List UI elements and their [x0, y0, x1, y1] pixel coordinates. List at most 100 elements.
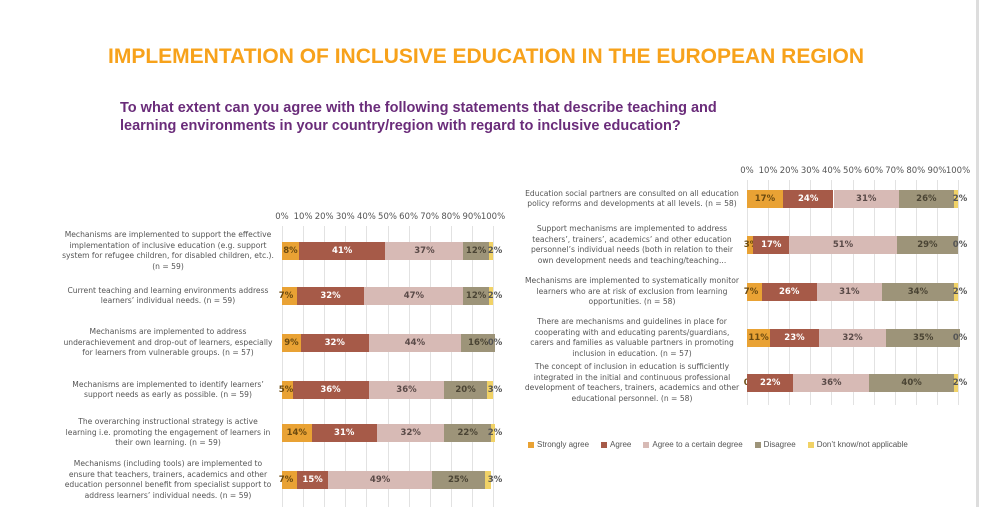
data-label: 16%: [468, 338, 489, 348]
axis-tick-label: 0%: [740, 166, 754, 176]
bar-segment-don-t-know-not-applicable: [484, 471, 491, 489]
bar-segment-agree-to-a-certain-degree: [328, 471, 432, 489]
bar-segment-disagree: [896, 236, 958, 254]
data-label: 5%: [278, 385, 294, 395]
data-label: 51%: [832, 240, 854, 250]
gridline: [408, 226, 410, 507]
category-label: Current teaching and learning environmen…: [67, 285, 269, 306]
bar-segment-strongly-agree: [747, 236, 754, 254]
category-label: Mechanisms are implemented to address un…: [63, 327, 273, 357]
gridline: [303, 226, 305, 507]
bar-segment-strongly-agree: [282, 471, 297, 489]
data-label: 32%: [400, 428, 421, 438]
bar-segment-disagree: [882, 283, 954, 301]
axis-tick-label: 40%: [821, 166, 841, 176]
bar-segment-disagree: [463, 242, 489, 260]
page-title: IMPLEMENTATION OF INCLUSIVE EDUCATION IN…: [108, 45, 865, 68]
axis-tick-label: 30%: [335, 212, 355, 222]
bar-segment-agree: [296, 471, 329, 489]
bar-segment-don-t-know-not-applicable: [953, 374, 958, 392]
bar-segment-disagree: [431, 471, 485, 489]
bar-segment-disagree: [461, 334, 496, 352]
legend-label: Agree to a certain degree: [652, 440, 743, 449]
data-label: 31%: [856, 194, 877, 204]
data-label: 36%: [396, 385, 417, 395]
bar-segment-agree: [770, 329, 819, 347]
data-label: 34%: [907, 287, 929, 297]
data-label: 31%: [334, 428, 355, 438]
bar-segment-don-t-know-not-applicable: [953, 283, 958, 301]
bar-segment-agree-to-a-certain-degree: [368, 381, 445, 399]
bar-segment-agree: [300, 334, 369, 352]
data-label: 25%: [447, 475, 469, 485]
data-label: 26%: [779, 287, 800, 297]
bar-segment-strongly-agree: [747, 329, 771, 347]
axis-tick-label: 90%: [462, 212, 482, 222]
bar-segment-strongly-agree: [282, 242, 299, 260]
data-label: 2%: [487, 246, 503, 256]
bar-segment-strongly-agree: [282, 424, 312, 442]
bar-segment-strongly-agree: [282, 287, 297, 305]
axis-tick-label: 80%: [906, 166, 926, 176]
data-label: 7%: [278, 291, 294, 301]
bar-segment-agree: [296, 287, 365, 305]
bar-segment-agree: [753, 236, 790, 254]
gridline: [493, 226, 494, 507]
data-label: 2%: [487, 428, 503, 438]
legend-label: Strongly agree: [537, 440, 590, 449]
data-label: 29%: [917, 240, 938, 250]
legend-swatch: [807, 441, 814, 448]
data-label: 31%: [839, 287, 860, 297]
data-label: 2%: [952, 287, 968, 297]
bar-segment-agree-to-a-certain-degree: [368, 334, 462, 352]
bar-segment-don-t-know-not-applicable: [488, 287, 493, 305]
gridline: [282, 226, 283, 507]
legend: Strongly agree Agree Agree to a certain de…: [528, 440, 968, 449]
bar-segment-disagree: [463, 287, 489, 305]
data-label: 0%: [952, 333, 968, 343]
legend-item: Don’t know/not applicable: [807, 440, 908, 449]
category-label: Support mechanisms are implemented to ad…: [530, 224, 734, 265]
legend-swatch: [601, 441, 608, 448]
bar-segment-disagree: [869, 374, 954, 392]
data-label: 32%: [320, 291, 341, 301]
axis-tick-label: 60%: [864, 166, 884, 176]
data-label: 20%: [455, 385, 476, 395]
category-label: Mechanisms are implemented to support th…: [62, 230, 274, 271]
data-label: 23%: [784, 333, 805, 343]
data-label: 22%: [457, 428, 478, 438]
axis-tick-label: 70%: [885, 166, 905, 176]
data-label: 36%: [821, 378, 842, 388]
category-label: Mechanisms are implemented to identify l…: [72, 379, 264, 400]
axis-tick-label: 10%: [758, 166, 778, 176]
gridline: [471, 226, 473, 507]
bar-segment-don-t-know-not-applicable: [486, 381, 493, 399]
bar-segment-strongly-agree: [282, 381, 293, 399]
bar-segment-agree-to-a-certain-degree: [833, 190, 899, 208]
bar-segment-strongly-agree: [747, 283, 762, 301]
gridline: [450, 226, 452, 507]
axis-tick-label: 90%: [927, 166, 947, 176]
data-label: 32%: [324, 338, 345, 348]
bar-segment-disagree: [444, 424, 491, 442]
data-label: 41%: [331, 246, 353, 256]
data-label: 49%: [369, 475, 391, 485]
axis-tick-label: 50%: [843, 166, 862, 176]
data-label: 32%: [842, 333, 863, 343]
bar-segment-agree-to-a-certain-degree: [816, 283, 883, 301]
bar-segment-agree-to-a-certain-degree: [789, 236, 897, 254]
axis-tick-label: 10%: [293, 212, 313, 222]
data-label: 12%: [465, 291, 487, 301]
bar-segment-disagree: [886, 329, 961, 347]
gridline: [429, 226, 431, 507]
data-label: 15%: [302, 475, 323, 485]
data-label: 2%: [487, 291, 503, 301]
axis-tick-label: 20%: [314, 212, 334, 222]
data-label: 36%: [320, 385, 341, 395]
gridline: [366, 226, 368, 507]
survey-question: To what extent can you agree with the fo…: [120, 100, 717, 134]
data-label: 17%: [754, 194, 776, 204]
data-label: 24%: [798, 194, 819, 204]
axis-tick-label: 80%: [441, 212, 461, 222]
data-label: 3%: [487, 385, 503, 395]
